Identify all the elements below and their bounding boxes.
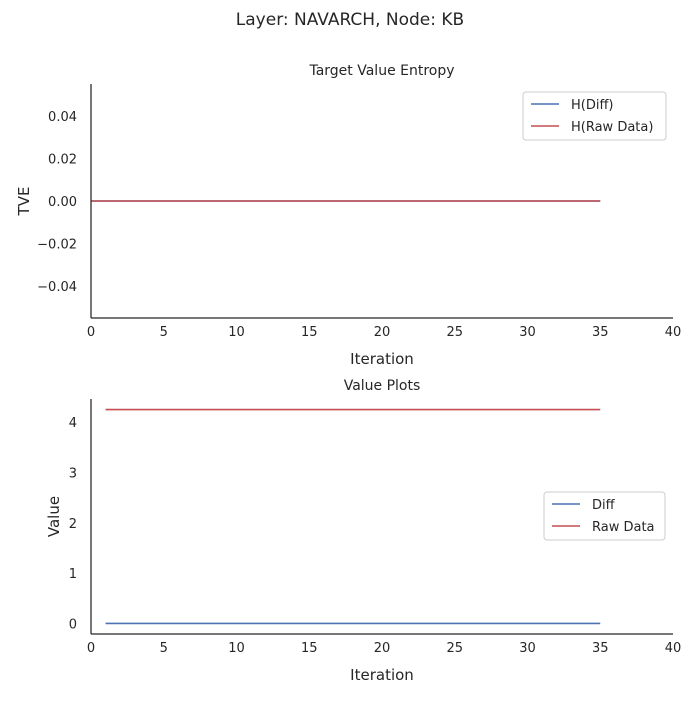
x-tick-label: 5 <box>160 325 168 340</box>
y-tick-label: −0.04 <box>37 280 77 295</box>
x-tick-label: 0 <box>87 325 95 340</box>
y-tick-label: 2 <box>69 517 77 532</box>
x-tick-label: 10 <box>228 641 245 656</box>
legend-entry: H(Diff) <box>571 98 614 113</box>
y-tick-label: 1 <box>69 567 77 582</box>
subplot-2: Value Plots 0 5 10 15 20 25 30 35 40 0 1 2 3 4 Iteratio… <box>45 378 681 684</box>
x-tick-label: 40 <box>665 325 682 340</box>
subplot-title: Target Value Entropy <box>308 63 454 79</box>
x-tick-label: 35 <box>592 325 609 340</box>
y-tick-label: 0.04 <box>48 110 77 125</box>
x-axis-label: Iteration <box>350 666 414 684</box>
legend-entry: Diff <box>592 498 616 513</box>
x-tick-label: 5 <box>160 641 168 656</box>
figure-title: Layer: NAVARCH, Node: KB <box>235 10 465 30</box>
x-tick-label: 35 <box>592 641 609 656</box>
x-axis-label: Iteration <box>350 350 414 368</box>
y-tick-label: 4 <box>69 416 77 431</box>
legend-entry: H(Raw Data) <box>571 120 653 135</box>
x-tick-label: 10 <box>228 325 245 340</box>
x-tick-label: 25 <box>446 325 463 340</box>
x-tick-label: 0 <box>87 641 95 656</box>
x-tick-label: 30 <box>519 325 536 340</box>
y-tick-label: −0.02 <box>37 238 77 253</box>
subplot-1: Target Value Entropy 0 5 10 15 20 25 30 35 40 −0.0… <box>15 63 681 368</box>
y-tick-label: 0 <box>69 617 77 632</box>
legend: Diff Raw Data <box>543 491 666 541</box>
x-tick-label: 20 <box>374 641 391 656</box>
x-tick-label: 15 <box>301 325 318 340</box>
y-axis-label: Value <box>45 496 63 537</box>
y-tick-label: 3 <box>69 466 77 481</box>
subplot-title: Value Plots <box>344 378 421 394</box>
x-tick-label: 40 <box>665 641 682 656</box>
x-tick-label: 15 <box>301 641 318 656</box>
legend-entry: Raw Data <box>592 520 655 535</box>
x-tick-label: 30 <box>519 641 536 656</box>
legend: H(Diff) H(Raw Data) <box>522 91 667 141</box>
y-tick-label: 0.02 <box>48 152 77 167</box>
x-tick-label: 25 <box>446 641 463 656</box>
y-tick-label: 0.00 <box>48 195 77 210</box>
x-tick-label: 20 <box>374 325 391 340</box>
y-axis-label: TVE <box>15 187 33 217</box>
